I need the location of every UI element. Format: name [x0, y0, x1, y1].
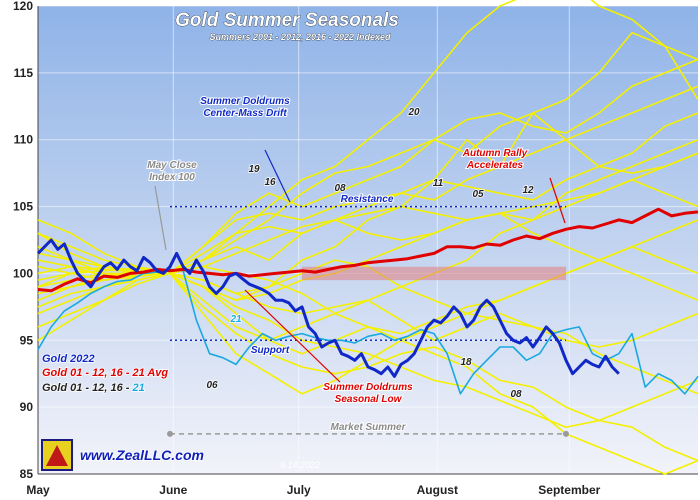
yearly-series-line: [37, 212, 699, 308]
seasonal-low-label-2: Seasonal Low: [335, 394, 403, 405]
seasonal-low-label: Summer Doldrums: [323, 382, 413, 393]
year-tag: 08: [334, 183, 346, 194]
legend-gold-avg: Gold 01 - 12, 16 - 21 Avg: [42, 367, 168, 379]
y-tick-label: 105: [13, 200, 33, 214]
doldrums-drift-label-2: Center-Mass Drift: [203, 108, 287, 119]
market-summer-end-dot: [563, 430, 569, 437]
market-summer-label: Market Summer: [330, 422, 406, 433]
year-tag: 11: [433, 178, 444, 189]
y-tick-label: 85: [20, 467, 34, 481]
year-tag: 06: [206, 380, 218, 391]
year-tag: 19: [248, 164, 260, 175]
support-label: Support: [251, 345, 290, 356]
y-tick-label: 115: [14, 66, 34, 80]
y-tick-label: 110: [14, 133, 34, 147]
year-tag: 12: [522, 185, 534, 196]
year-tag: 05: [472, 189, 484, 200]
yearly-series-line: [37, 272, 699, 428]
year-tag: 16: [264, 177, 276, 188]
may-close-label: May Close: [147, 160, 197, 171]
may-close-arrow: [154, 185, 167, 251]
year-tag: 18: [460, 357, 472, 368]
series-line-2: [37, 268, 699, 395]
year-tag: 20: [407, 107, 420, 118]
x-tick-label: July: [287, 483, 311, 497]
doldrums-drift-label: Summer Doldrums: [200, 96, 290, 107]
brand-url: www.ZealLLC.com: [80, 447, 204, 463]
series-line-1: [37, 207, 699, 293]
autumn-rally-label: Autumn Rally: [462, 148, 528, 159]
market-summer-start-dot: [167, 430, 173, 437]
resistance-label: Resistance: [341, 194, 394, 205]
x-tick-label: September: [538, 483, 600, 497]
autumn-rally-label-2: Accelerates: [466, 160, 524, 171]
year-tag: 21: [229, 314, 242, 325]
y-tick-label: 100: [13, 266, 33, 280]
autumn-rally-arrow: [549, 177, 566, 224]
x-tick-label: May: [26, 483, 50, 497]
doldrums-drift-arrow: [264, 149, 291, 203]
x-tick-label: June: [159, 483, 187, 497]
may-close-label-2: Index 100: [149, 172, 195, 183]
legend-gold-years: Gold 01 - 12, 16 - 21: [42, 382, 145, 394]
chart-title: Gold Summer Seasonals: [175, 10, 399, 31]
legend-gold-2022: Gold 2022: [42, 353, 95, 365]
series-line-0: [36, 238, 620, 378]
y-tick-label: 95: [20, 333, 34, 347]
zeal-logo-mark: [46, 445, 68, 466]
yearly-series-line: [37, 152, 699, 275]
x-tick-label: August: [417, 483, 458, 497]
y-tick-label: 120: [13, 0, 33, 13]
y-tick-label: 90: [20, 400, 34, 414]
summer-index-band: [302, 266, 566, 281]
year-tag: 08: [510, 389, 522, 400]
date-stamp: 9.14.2022: [280, 460, 320, 470]
plot-background: [38, 6, 698, 474]
chart-subtitle: Summers 2001 - 2012, 2016 - 2022 Indexed: [209, 32, 391, 42]
seasonal-low-arrow: [244, 289, 341, 383]
